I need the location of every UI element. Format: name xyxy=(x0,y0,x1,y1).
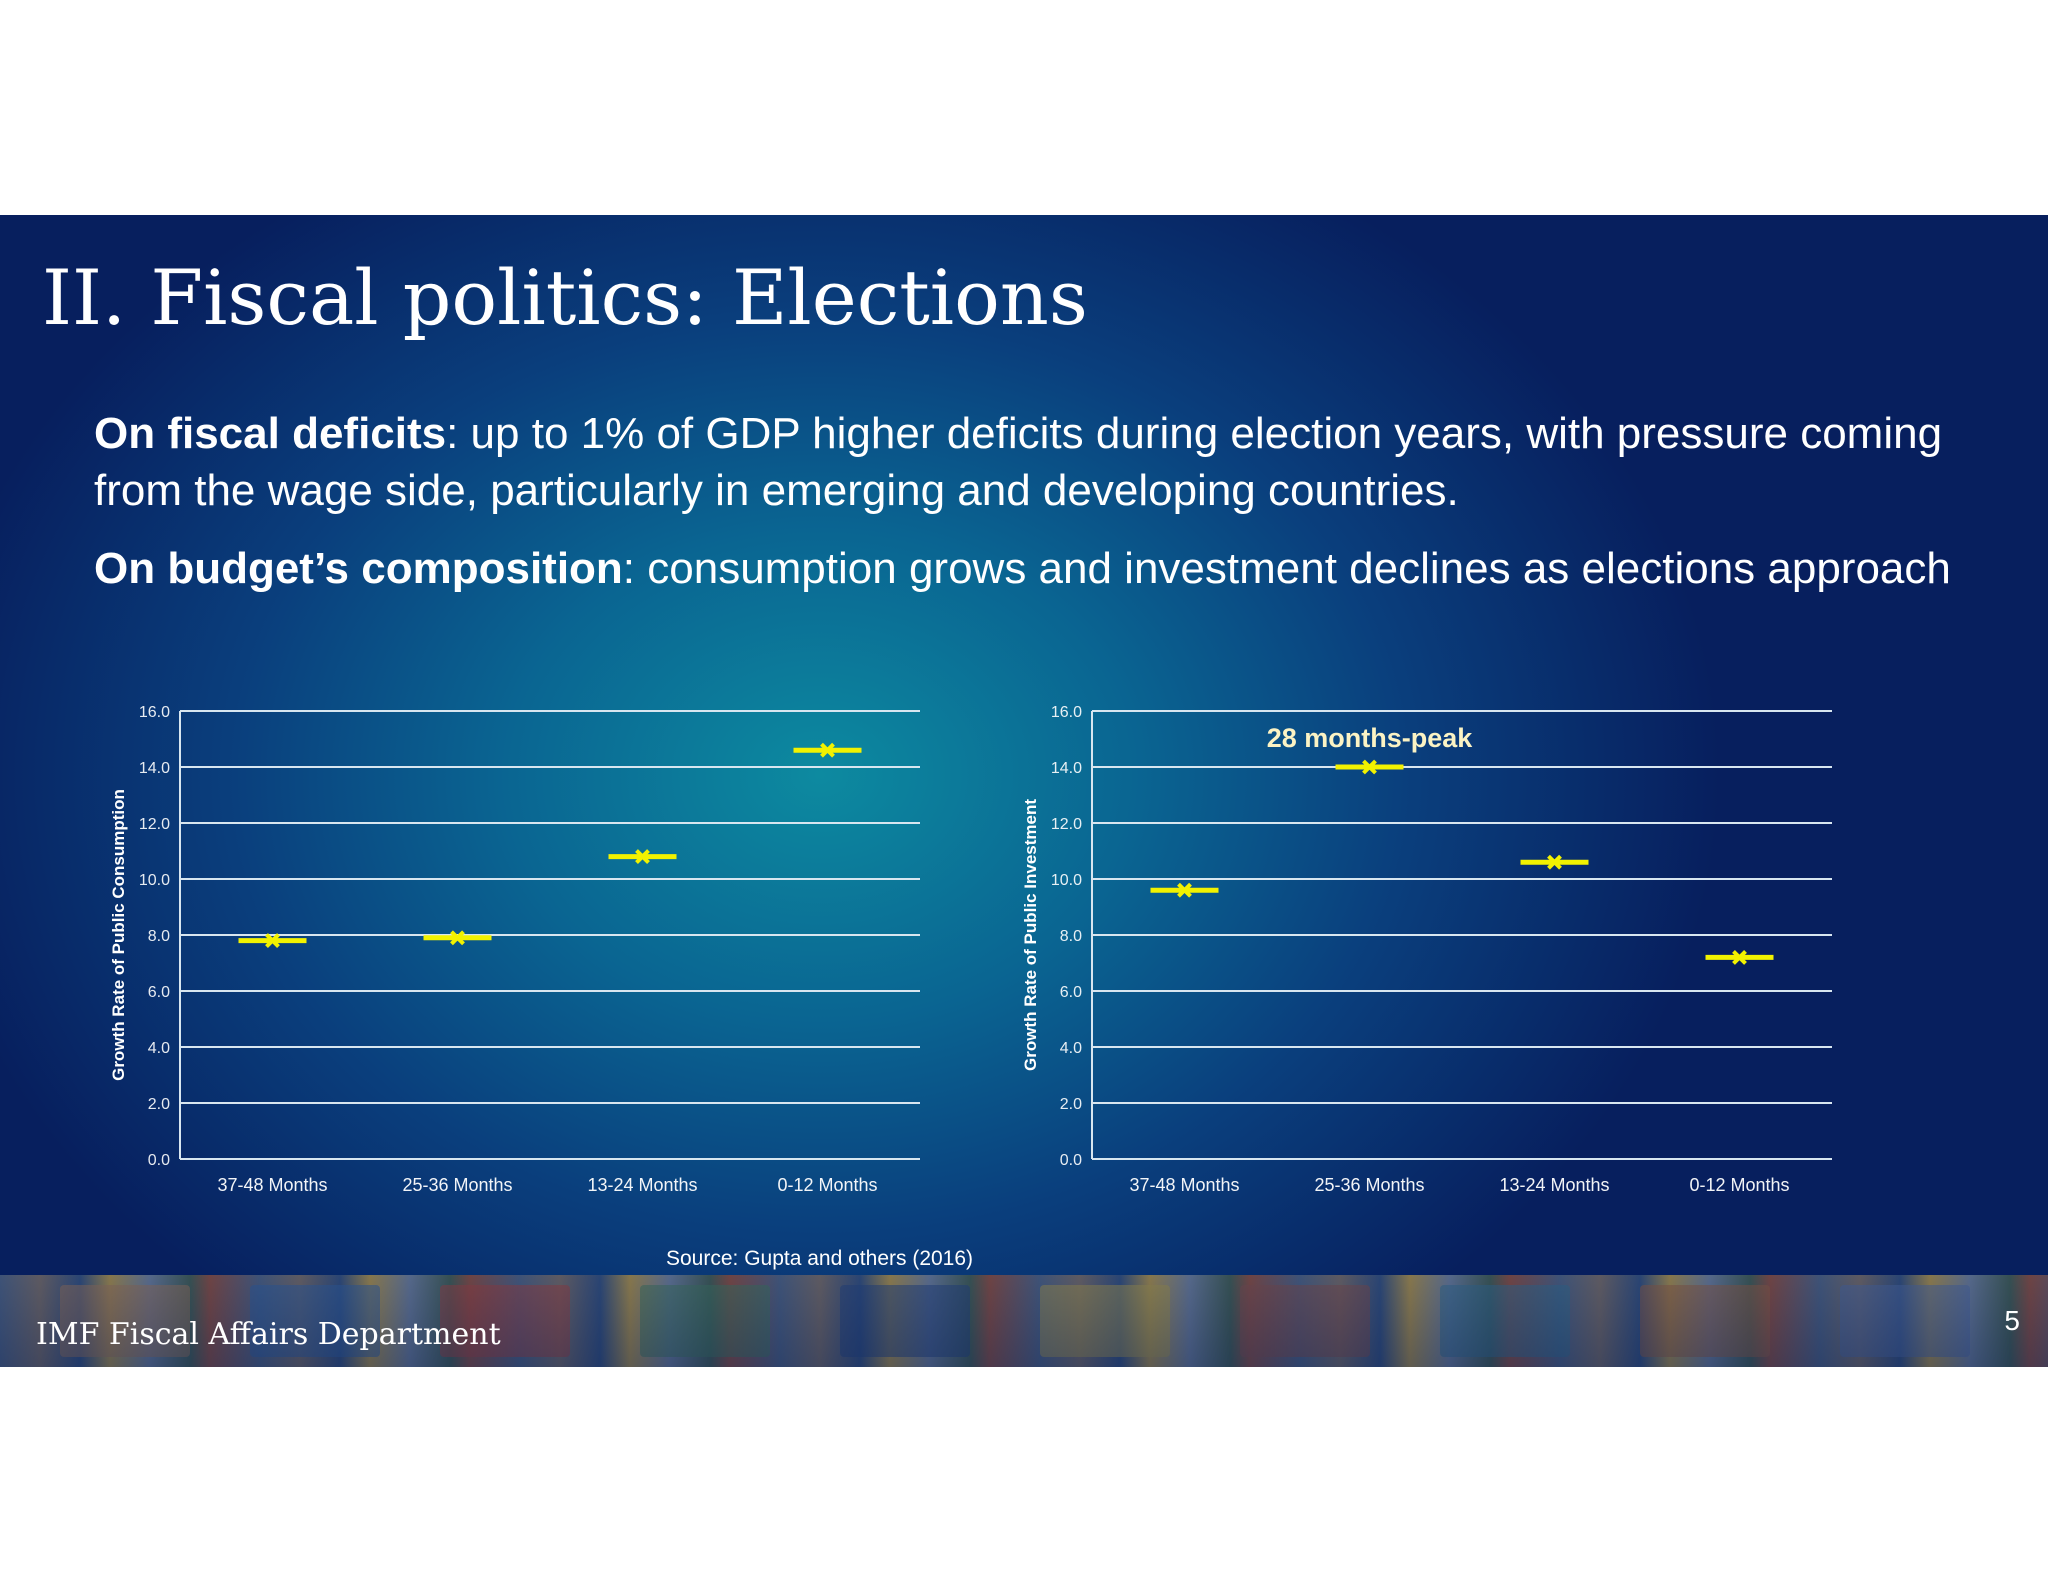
paragraph-text: : consumption grows and investment decli… xyxy=(622,544,1951,593)
consumption-chart: 0.0 2.0 4.0 6.0 8.0 10.0 12.0 14.0 16.0 Growth Ra… xyxy=(100,675,960,1205)
page-number: 5 xyxy=(2004,1305,2020,1336)
chart-1-x-tick-label: 13-24 Months xyxy=(587,1175,697,1195)
chart-1-data-point-x-marker xyxy=(265,933,280,949)
chart-1-x-tick-label: 0-12 Months xyxy=(777,1175,877,1195)
chart-2-y-axis-title: Growth Rate of Public Investment xyxy=(1021,799,1040,1071)
chart-1-y-tick-label: 0.0 xyxy=(148,1152,170,1169)
chart-1-data-point-x-marker xyxy=(820,742,835,758)
chart-2-x-tick-label: 37-48 Months xyxy=(1129,1175,1239,1195)
investment-chart-svg: 0.0 2.0 4.0 6.0 8.0 10.0 12.0 14.0 16.0 Growth Ra… xyxy=(1021,704,1832,1195)
chart-2-y-tick-label: 14.0 xyxy=(1051,760,1082,777)
chart-1-x-tick-label: 25-36 Months xyxy=(402,1175,512,1195)
paragraph-budget-composition: On budget’s composition: consumption gro… xyxy=(94,540,1974,597)
chart-1-y-tick-label: 4.0 xyxy=(148,1040,170,1057)
source-note: Source: Gupta and others (2016) xyxy=(666,1247,974,1270)
investment-chart: 0.0 2.0 4.0 6.0 8.0 10.0 12.0 14.0 16.0 Growth Ra… xyxy=(1012,675,1872,1205)
chart-2-x-tick-label: 25-36 Months xyxy=(1314,1175,1424,1195)
paragraph-bold-lead: On fiscal deficits xyxy=(94,409,447,458)
chart-1-y-axis-title: Growth Rate of Public Consumption xyxy=(109,789,128,1081)
footer-photo-strip: IMF Fiscal Affairs Department 5 xyxy=(0,1275,2048,1367)
paragraph-fiscal-deficits: On fiscal deficits: up to 1% of GDP high… xyxy=(94,405,1974,519)
chart-1-y-tick-label: 10.0 xyxy=(139,872,170,889)
chart-2-data-point-x-marker xyxy=(1732,949,1747,965)
slide: II. Fiscal politics: Elections On fiscal… xyxy=(0,215,2048,1367)
chart-2-x-tick-label: 13-24 Months xyxy=(1499,1175,1609,1195)
chart-2-annotation: 28 months-peak xyxy=(1267,723,1474,753)
chart-1-y-tick-label: 8.0 xyxy=(148,928,170,945)
chart-1-x-tick-label: 37-48 Months xyxy=(217,1175,327,1195)
chart-1-data-point-x-marker xyxy=(450,930,465,946)
footer-department-label: IMF Fiscal Affairs Department xyxy=(36,1317,501,1352)
chart-1-y-tick-label: 12.0 xyxy=(139,816,170,833)
paragraph-bold-lead: On budget’s composition xyxy=(94,544,623,593)
consumption-chart-svg: 0.0 2.0 4.0 6.0 8.0 10.0 12.0 14.0 16.0 Growth Ra… xyxy=(109,704,920,1195)
chart-1-y-tick-label: 6.0 xyxy=(148,984,170,1001)
slide-title: II. Fiscal politics: Elections xyxy=(42,253,1088,342)
chart-2-y-tick-label: 2.0 xyxy=(1060,1096,1082,1113)
paragraph-text: : up to 1% of GDP higher deficits during… xyxy=(94,409,1943,515)
chart-1-y-tick-label: 2.0 xyxy=(148,1096,170,1113)
chart-2-data-point-x-marker xyxy=(1362,759,1377,775)
chart-2-y-tick-label: 12.0 xyxy=(1051,816,1082,833)
chart-1-y-tick-label: 16.0 xyxy=(139,704,170,721)
footer-overlay xyxy=(0,1275,2048,1367)
chart-2-data-point-x-marker xyxy=(1177,882,1192,898)
chart-2-y-tick-label: 6.0 xyxy=(1060,984,1082,1001)
chart-2-y-tick-label: 0.0 xyxy=(1060,1152,1082,1169)
chart-2-x-tick-label: 0-12 Months xyxy=(1689,1175,1789,1195)
chart-1-data-point-x-marker xyxy=(635,849,650,865)
chart-2-data-point-x-marker xyxy=(1547,854,1562,870)
chart-1-y-tick-label: 14.0 xyxy=(139,760,170,777)
chart-2-y-tick-label: 8.0 xyxy=(1060,928,1082,945)
chart-2-y-tick-label: 16.0 xyxy=(1051,704,1082,721)
chart-2-y-tick-label: 10.0 xyxy=(1051,872,1082,889)
chart-2-y-tick-label: 4.0 xyxy=(1060,1040,1082,1057)
